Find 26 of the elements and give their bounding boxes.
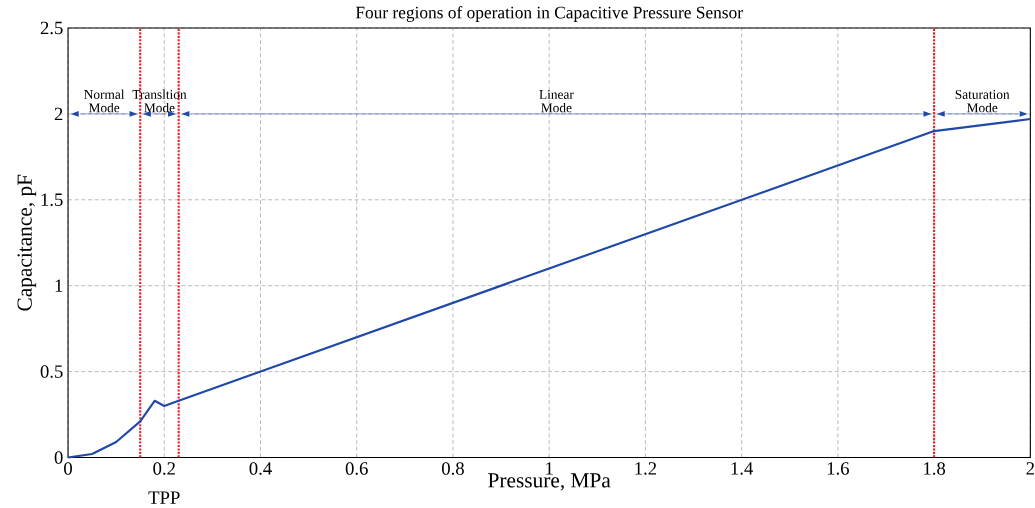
x-tick-label: 0 — [64, 462, 72, 475]
x-tick-label: 1.2 — [635, 462, 657, 475]
y-tick-label: 0 — [54, 451, 63, 464]
chart-title: Four regions of operation in Capacitive Pressure Sensor — [355, 5, 743, 22]
x-tick-label: 0.4 — [249, 462, 272, 475]
annotation: Transltion Mode — [132, 89, 187, 113]
x-tick-label: 1 — [546, 462, 553, 475]
y-tick-label: 1.5 — [41, 193, 63, 207]
annotation: Normal Mode — [84, 89, 125, 113]
x-tick-label: 0.2 — [153, 462, 175, 475]
annotation: Linear Mode — [539, 89, 574, 113]
y-tick-label: 2 — [54, 107, 63, 121]
x-tick-label: 0.6 — [345, 462, 368, 475]
line-series — [66, 117, 1032, 459]
x-tick-label: 2 — [1026, 462, 1034, 475]
x-tick-label: 1.4 — [731, 462, 754, 475]
text: TPP — [148, 491, 180, 504]
y-tick-label: 1 — [55, 279, 63, 292]
y-tick-label: 0.5 — [40, 365, 63, 378]
x-tick-label: 1.6 — [827, 462, 849, 475]
x-axis-title: Pressure, MPa — [488, 473, 611, 491]
x-tick-label: 0.8 — [441, 462, 464, 475]
y-axis-title: Capacitance, pF — [17, 174, 37, 311]
y-tick-label: 2.5 — [40, 21, 63, 35]
x-tick-label: 1.8 — [924, 462, 946, 475]
annotation: Saturation Mode — [955, 89, 1010, 113]
